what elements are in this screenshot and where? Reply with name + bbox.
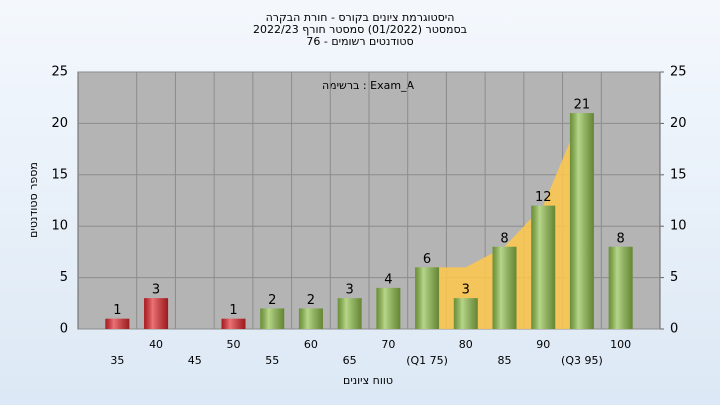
chart-subtitle: בסמסטר (01/2022) סמסטר חורף 2022/23: [253, 23, 467, 36]
value-label: 21: [574, 98, 591, 113]
bar-shade: [531, 205, 556, 329]
y2-tick-label: 5: [670, 270, 678, 285]
value-label: 1: [113, 303, 121, 318]
x-tick-label: 40: [149, 338, 163, 351]
chart-subtitle: סטודנטים רשומים - 76: [306, 35, 413, 48]
bar-shade: [105, 318, 130, 329]
chart-title: היסטוגרמת ציונים בקורס - חורת הבקרה: [266, 11, 455, 24]
value-label: 8: [617, 231, 625, 246]
x-tick-label: 85: [498, 354, 512, 367]
y-tick-label: 25: [51, 65, 68, 80]
value-label: 4: [384, 272, 392, 287]
x-tick-label: 50: [227, 338, 241, 351]
y-tick-label: 15: [51, 167, 68, 182]
value-label: 3: [346, 283, 354, 298]
bar-shade: [260, 308, 285, 329]
y-tick-label: 5: [60, 270, 68, 285]
value-label: 6: [423, 252, 431, 267]
bar-shade: [221, 318, 246, 329]
y-tick-label: 0: [60, 322, 68, 337]
value-label: 2: [307, 293, 315, 308]
x-tick-label: 55: [265, 354, 279, 367]
bar-shade: [376, 287, 401, 329]
bar-shade: [453, 298, 478, 329]
x-tick-label: 90: [536, 338, 550, 351]
bar-shade: [608, 246, 633, 329]
x-tick-label: 100: [610, 338, 631, 351]
y2-tick-label: 15: [670, 167, 687, 182]
y-axis-label: מספר סטודנטים: [27, 162, 40, 238]
x-tick-label: 35: [110, 354, 124, 367]
value-label: 2: [268, 293, 276, 308]
bar-shade: [569, 113, 594, 330]
bar-shade: [415, 267, 440, 329]
value-label: 3: [462, 283, 470, 298]
bar-shade: [492, 246, 517, 329]
x-tick-label: 70: [381, 338, 395, 351]
y2-tick-label: 10: [670, 219, 687, 234]
value-label: 8: [500, 231, 508, 246]
x-tick-label: 65: [343, 354, 357, 367]
x-tick-label: 60: [304, 338, 318, 351]
x-axis-label: טווח ציונים: [343, 374, 393, 387]
y2-tick-label: 25: [670, 65, 687, 80]
annotation: ברשימה : Exam_A: [322, 79, 415, 92]
value-label: 3: [152, 283, 160, 298]
y-tick-label: 20: [51, 116, 68, 131]
x-tick-label: 45: [188, 354, 202, 367]
x-tick-label: (Q1 75): [406, 354, 448, 367]
x-tick-label: (Q3 95): [561, 354, 603, 367]
bar-shade: [144, 298, 169, 329]
y-tick-label: 10: [51, 219, 68, 234]
value-label: 1: [229, 303, 237, 318]
y2-tick-label: 20: [670, 116, 687, 131]
y2-tick-label: 0: [670, 322, 678, 337]
bar-shade: [337, 298, 362, 329]
value-label: 12: [535, 190, 552, 205]
bar-shade: [298, 308, 323, 329]
x-tick-label: 80: [459, 338, 473, 351]
